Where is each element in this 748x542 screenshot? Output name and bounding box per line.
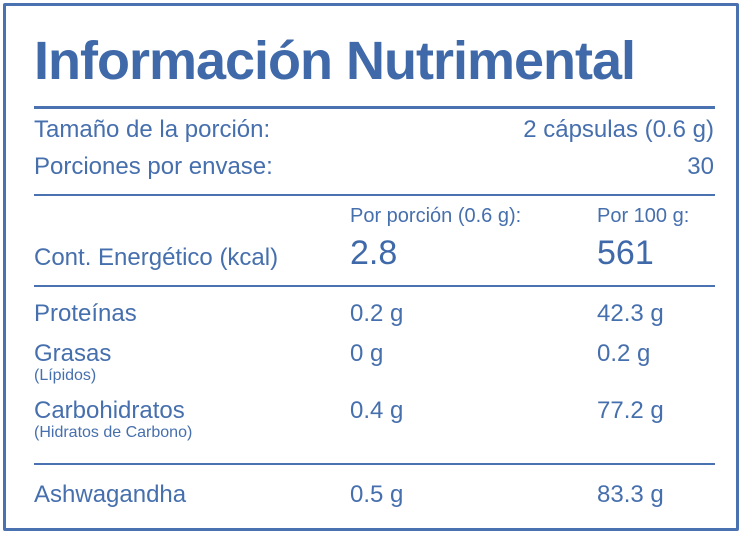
energy-per-100g: 561 <box>597 234 654 272</box>
nutrient-per-100g-protein: 42.3 g <box>597 300 664 327</box>
nutrient-subname-fat: (Lípidos) <box>34 367 97 384</box>
serving-size-value: 2 cápsulas (0.6 g) <box>523 116 714 143</box>
energy-label: Cont. Energético (kcal) <box>34 244 279 271</box>
active-ingredient-per-serving: 0.5 g <box>350 481 404 508</box>
page-title: Información Nutrimental <box>34 31 636 91</box>
serving-divider <box>34 194 715 196</box>
energy-divider <box>34 285 715 287</box>
nutrient-per-serving-carbohydrates: 0.4 g <box>350 397 404 424</box>
title-divider <box>34 106 715 109</box>
nutrient-per-serving-fat: 0 g <box>350 340 384 367</box>
nutrient-subname-carbohydrates: (Hidratos de Carbono) <box>34 424 193 441</box>
energy-per-serving: 2.8 <box>350 234 398 272</box>
nutrition-facts-panel <box>3 3 739 531</box>
nutrient-per-100g-fat: 0.2 g <box>597 340 651 367</box>
nutrient-per-100g-carbohydrates: 77.2 g <box>597 397 664 424</box>
nutrient-per-serving-protein: 0.2 g <box>350 300 404 327</box>
column-header-per-100g: Por 100 g: <box>597 205 690 227</box>
servings-per-container-label: Porciones por envase: <box>34 153 273 180</box>
nutrient-name-fat: Grasas <box>34 340 112 367</box>
servings-per-container-value: 30 <box>687 153 714 180</box>
nutrient-name-carbohydrates: Carbohidratos <box>34 397 185 424</box>
active-ingredient-per-100g: 83.3 g <box>597 481 664 508</box>
column-header-per-serving: Por porción (0.6 g): <box>350 205 522 227</box>
serving-size-label: Tamaño de la porción: <box>34 116 271 143</box>
nutrients-divider <box>34 463 715 465</box>
active-ingredient-name: Ashwagandha <box>34 481 187 508</box>
nutrient-name-protein: Proteínas <box>34 300 137 327</box>
